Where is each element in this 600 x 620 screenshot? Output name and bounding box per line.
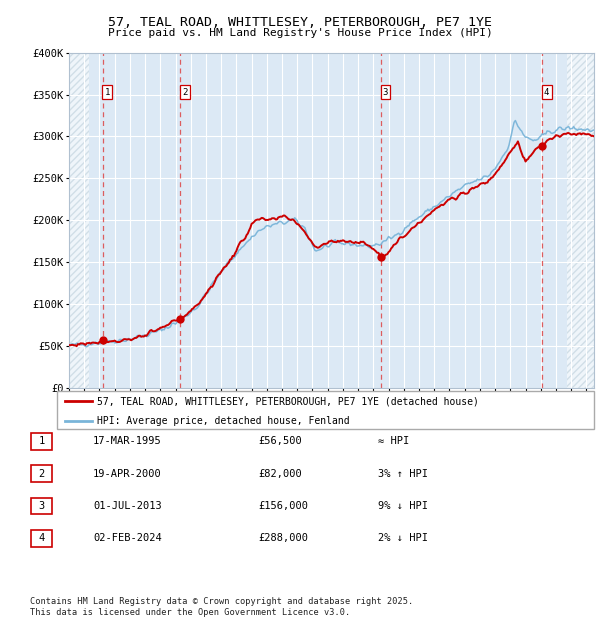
Text: 4: 4 <box>544 87 550 97</box>
Text: 2% ↓ HPI: 2% ↓ HPI <box>378 533 428 543</box>
Text: 3: 3 <box>38 501 44 511</box>
Text: 19-APR-2000: 19-APR-2000 <box>93 469 162 479</box>
Text: 9% ↓ HPI: 9% ↓ HPI <box>378 501 428 511</box>
Text: 01-JUL-2013: 01-JUL-2013 <box>93 501 162 511</box>
FancyBboxPatch shape <box>31 465 52 482</box>
FancyBboxPatch shape <box>31 433 52 450</box>
Polygon shape <box>566 53 594 388</box>
Text: Price paid vs. HM Land Registry's House Price Index (HPI): Price paid vs. HM Land Registry's House … <box>107 28 493 38</box>
Text: 2: 2 <box>38 469 44 479</box>
Text: £82,000: £82,000 <box>258 469 302 479</box>
Text: 57, TEAL ROAD, WHITTLESEY, PETERBOROUGH, PE7 1YE (detached house): 57, TEAL ROAD, WHITTLESEY, PETERBOROUGH,… <box>97 396 479 406</box>
Text: 1: 1 <box>104 87 110 97</box>
Text: 3% ↑ HPI: 3% ↑ HPI <box>378 469 428 479</box>
Text: £156,000: £156,000 <box>258 501 308 511</box>
Text: 02-FEB-2024: 02-FEB-2024 <box>93 533 162 543</box>
Text: Contains HM Land Registry data © Crown copyright and database right 2025.
This d: Contains HM Land Registry data © Crown c… <box>30 598 413 617</box>
Text: 2: 2 <box>182 87 187 97</box>
Polygon shape <box>69 53 89 388</box>
Text: 3: 3 <box>383 87 388 97</box>
FancyBboxPatch shape <box>31 497 52 515</box>
Text: 17-MAR-1995: 17-MAR-1995 <box>93 436 162 446</box>
Text: HPI: Average price, detached house, Fenland: HPI: Average price, detached house, Fenl… <box>97 415 350 425</box>
Text: 4: 4 <box>38 533 44 543</box>
FancyBboxPatch shape <box>31 529 52 547</box>
Text: £56,500: £56,500 <box>258 436 302 446</box>
FancyBboxPatch shape <box>57 391 594 429</box>
Text: £288,000: £288,000 <box>258 533 308 543</box>
Text: 1: 1 <box>38 436 44 446</box>
Text: 57, TEAL ROAD, WHITTLESEY, PETERBOROUGH, PE7 1YE: 57, TEAL ROAD, WHITTLESEY, PETERBOROUGH,… <box>108 16 492 29</box>
Text: ≈ HPI: ≈ HPI <box>378 436 409 446</box>
